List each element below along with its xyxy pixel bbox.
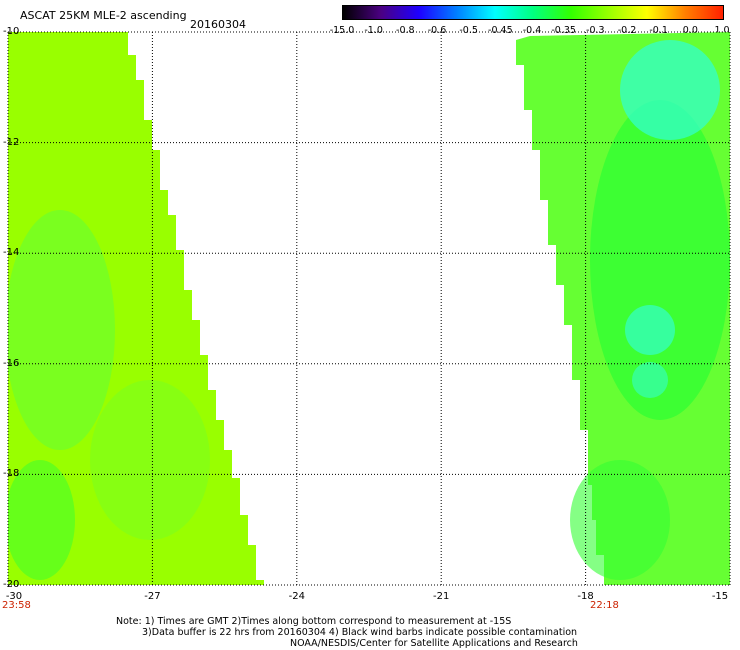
latitude-tick-label: -18 bbox=[3, 468, 20, 480]
colorbar-tick-label: -0.3 bbox=[586, 25, 605, 36]
right-swath-patch bbox=[625, 305, 675, 355]
colorbar-tick-label: -0.4 bbox=[522, 25, 542, 36]
colorbar-tick-label: -0.35 bbox=[551, 25, 576, 36]
right-swath-patch bbox=[590, 100, 730, 420]
right-swath-patch bbox=[620, 40, 720, 140]
right-swath-patch bbox=[570, 460, 670, 580]
wind-swaths bbox=[8, 32, 730, 585]
left-swath-patch bbox=[8, 210, 115, 450]
time-label-left: 23:58 bbox=[2, 600, 31, 611]
gridlines bbox=[7, 31, 731, 586]
note-line-1: Note: 1) Times are GMT 2)Times along bot… bbox=[116, 616, 512, 627]
latitude-tick-label: -20 bbox=[3, 579, 20, 590]
chart-title: ASCAT 25KM MLE-2 ascending bbox=[20, 9, 187, 22]
colorbar-tick-label: -0.8 bbox=[396, 25, 415, 36]
colorbar-tick-label: 0.0 bbox=[682, 25, 698, 36]
latitude-tick-label: -14 bbox=[3, 247, 20, 259]
longitude-tick-label: -21 bbox=[433, 591, 450, 602]
longitude-tick-label: -30 bbox=[5, 591, 23, 602]
latitude-tick-label: -16 bbox=[3, 357, 20, 369]
latitude-tick-label: -10 bbox=[3, 26, 20, 37]
colorbar-tick-label: -0.2 bbox=[617, 25, 637, 36]
colorbar bbox=[342, 5, 724, 20]
note-line-2: 3)Data buffer is 22 hrs from 20160304 4)… bbox=[142, 627, 578, 638]
left-swath-patch bbox=[8, 460, 75, 580]
left-swath-patch bbox=[90, 380, 210, 540]
note-line-3: NOAA/NESDIS/Center for Satellite Applica… bbox=[290, 638, 578, 649]
colorbar-tick-label: -1.0 bbox=[364, 25, 383, 36]
latitude-tick-label: -12 bbox=[3, 136, 20, 148]
right-swath-patch bbox=[632, 362, 668, 398]
longitude-tick-label: -18 bbox=[577, 591, 594, 602]
colorbar-tick-label: -0.5 bbox=[459, 25, 478, 36]
chart-date: 20160304 bbox=[190, 18, 246, 31]
longitude-tick-label: -15 bbox=[711, 591, 729, 602]
colorbar-tick-label: -0.45 bbox=[488, 25, 513, 36]
colorbar-tick-label: -0.1 bbox=[649, 25, 668, 36]
colorbar-tick-label: -15.0 bbox=[329, 25, 355, 36]
colorbar-tick-label: 1.0 bbox=[714, 25, 730, 36]
longitude-tick-label: -27 bbox=[144, 591, 161, 602]
time-label-right: 22:18 bbox=[590, 600, 619, 611]
longitude-tick-label: -24 bbox=[288, 591, 305, 602]
colorbar-tick-label: -0.6 bbox=[427, 25, 447, 36]
